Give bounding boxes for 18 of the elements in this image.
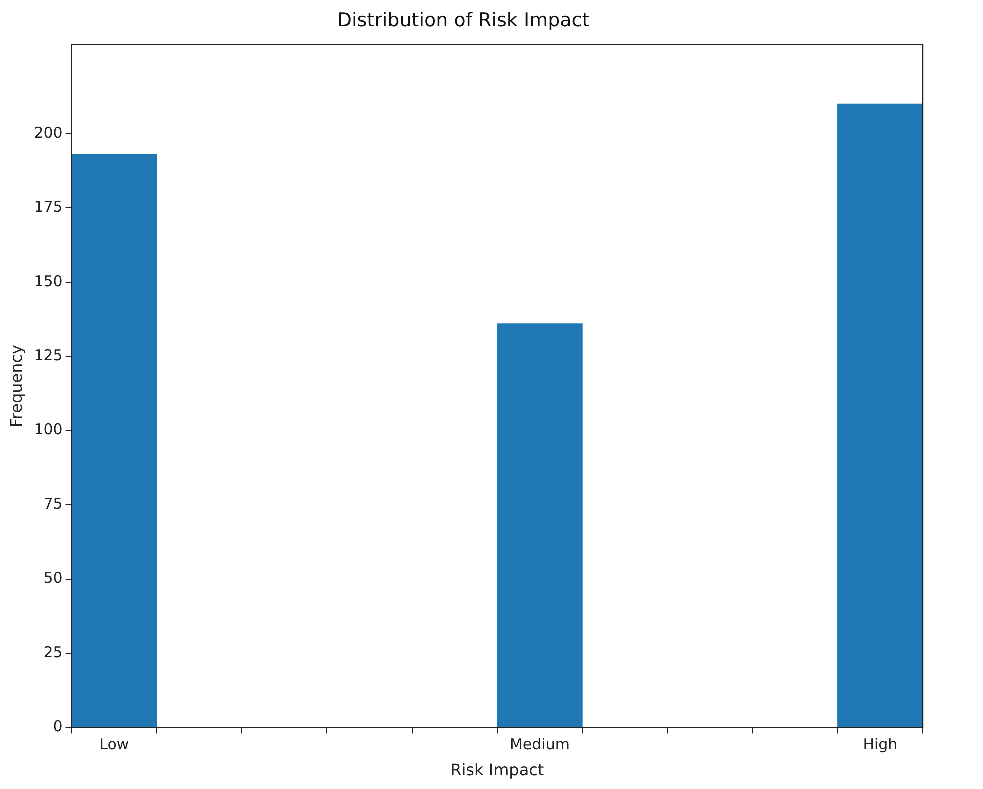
x-tick-label: Medium	[510, 736, 570, 754]
x-axis-title: Risk Impact	[450, 760, 544, 780]
y-tick-label: 150	[34, 272, 63, 290]
bar	[838, 104, 923, 728]
x-tick-label: Low	[100, 736, 130, 754]
y-tick-label: 125	[34, 346, 63, 364]
y-tick-label: 25	[44, 643, 63, 662]
y-tick-label: 50	[44, 569, 63, 588]
y-tick-label: 175	[34, 198, 63, 216]
bar	[497, 324, 583, 728]
chart-title: Distribution of Risk Impact	[337, 9, 590, 32]
y-axis-title: Frequency	[6, 344, 26, 428]
y-tick-label: 100	[34, 420, 63, 439]
y-tick-label: 75	[44, 494, 63, 513]
y-tick-label: 0	[53, 718, 63, 736]
y-tick-label: 200	[34, 124, 63, 142]
bar	[72, 154, 158, 728]
x-tick-label: High	[863, 736, 898, 754]
